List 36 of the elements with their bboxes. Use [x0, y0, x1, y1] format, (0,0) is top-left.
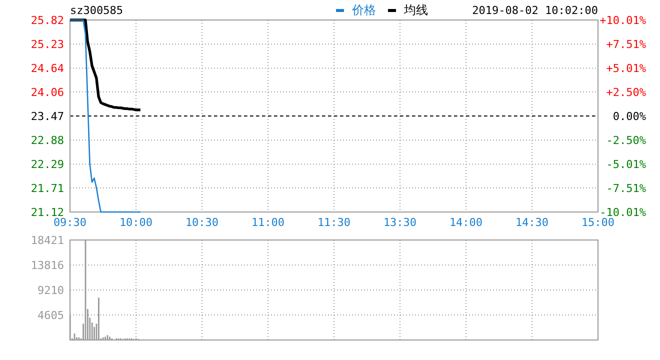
legend-label: 价格 — [351, 3, 376, 17]
y-tick-label: 9210 — [38, 284, 64, 298]
y2-tick-label: -7.51% — [606, 182, 646, 196]
y-tick-label: 23.47 — [30, 110, 64, 123]
x-tick-label: 13:30 — [383, 216, 417, 229]
x-tick-label: 09:30 — [53, 216, 87, 229]
y-tick-label: 24.64 — [30, 62, 64, 76]
y2-tick-label: +2.50% — [606, 86, 646, 100]
x-tick-label: 15:00 — [581, 216, 615, 229]
y2-tick-label: +10.01% — [600, 14, 646, 27]
y2-tick-label: -10.01% — [600, 206, 646, 219]
y-tick-label: 21.71 — [30, 182, 64, 195]
x-tick-label: 11:30 — [317, 216, 351, 229]
y-tick-label: 21.12 — [30, 206, 64, 219]
x-tick-label: 10:00 — [119, 216, 153, 229]
y-tick-label: 22.29 — [30, 158, 64, 172]
y-tick-label: 24.06 — [30, 86, 64, 99]
y2-tick-label: +5.01% — [606, 62, 646, 75]
y-tick-label: 25.82 — [30, 14, 64, 27]
text: 2019-08-02 10:02:00 — [472, 4, 598, 17]
legend-label: 均线 — [403, 3, 428, 17]
y-tick-label: 4605 — [38, 309, 64, 322]
y2-tick-label: -5.01% — [606, 158, 646, 172]
y-tick-label: 25.23 — [30, 38, 64, 52]
y-tick-label: 13816 — [30, 259, 64, 272]
chart-title: sz300585 — [70, 4, 123, 17]
line-series — [69, 19, 142, 213]
x-tick-label: 14:30 — [515, 216, 549, 229]
x-tick-label: 11:00 — [251, 216, 285, 229]
y2-tick-label: -2.50% — [606, 134, 646, 147]
y-tick-label: 18421 — [30, 234, 64, 247]
y-tick-label: 22.88 — [30, 134, 64, 148]
x-tick-label: 14:00 — [449, 216, 483, 229]
x-tick-label: 10:30 — [185, 216, 219, 229]
y2-tick-label: 0.00% — [612, 110, 646, 123]
y2-tick-label: +7.51% — [606, 38, 646, 51]
